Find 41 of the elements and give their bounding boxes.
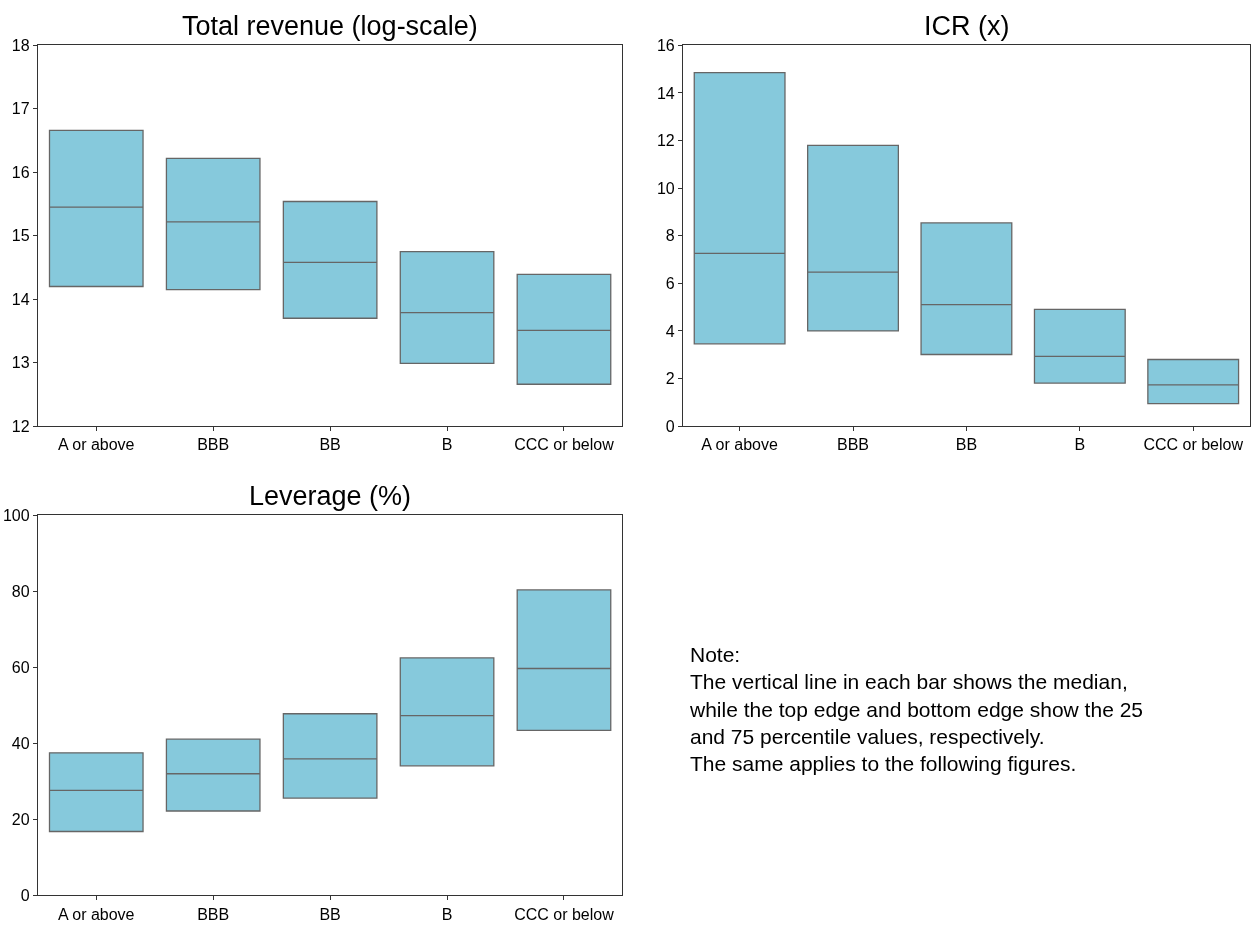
x-tick-label: B: [441, 436, 453, 454]
y-tick-label: 16: [11, 163, 30, 181]
x-tick-label: B: [1074, 436, 1086, 454]
y-tick-label: 12: [11, 417, 30, 435]
chart-title: Leverage (%): [249, 481, 412, 511]
x-tick-label: BB: [319, 436, 341, 454]
x-tick-label: CCC or below: [514, 905, 615, 923]
y-tick-label: 15: [11, 227, 30, 245]
y-tick-label: 100: [2, 507, 30, 525]
x-tick-label: A or above: [58, 436, 135, 454]
y-tick-label: 14: [656, 84, 675, 102]
y-tick-label: 20: [11, 810, 30, 828]
y-tick-label: 16: [656, 36, 675, 54]
y-tick-label: 6: [665, 274, 675, 292]
y-tick-label: 17: [11, 100, 30, 118]
y-tick-label: 0: [20, 886, 30, 904]
x-tick-label: BBB: [197, 905, 230, 923]
y-tick-label: 12: [656, 132, 675, 150]
x-tick-label: A or above: [58, 905, 135, 923]
x-tick-label: CCC or below: [514, 436, 615, 454]
y-tick-label: 2: [665, 370, 675, 388]
chart-title: Total revenue (log-scale): [182, 11, 478, 41]
y-tick-label: 14: [11, 290, 30, 308]
y-tick-label: 8: [665, 227, 675, 245]
y-tick-label: 80: [11, 583, 30, 601]
x-tick-label: A or above: [701, 436, 778, 454]
x-tick-label: BB: [319, 905, 341, 923]
x-tick-label: BB: [955, 436, 978, 454]
text: Note: The vertical line in each bar shows the median, while the top edge and bottom edge show the 25 and 75 percentile values, respectively. The same applies to the following figures.: [689, 643, 1143, 776]
chart-title: ICR (x): [924, 11, 1010, 41]
y-tick-label: 4: [665, 322, 675, 340]
y-tick-label: 13: [11, 354, 30, 372]
y-tick-label: 40: [11, 734, 30, 752]
x-tick-label: BBB: [837, 436, 870, 454]
y-tick-label: 60: [11, 658, 30, 676]
x-tick-label: BBB: [197, 436, 230, 454]
y-tick-label: 0: [665, 417, 675, 435]
y-tick-label: 10: [656, 179, 675, 197]
y-tick-label: 18: [11, 36, 30, 54]
x-tick-label: CCC or below: [1143, 436, 1244, 454]
x-tick-label: B: [441, 905, 453, 923]
